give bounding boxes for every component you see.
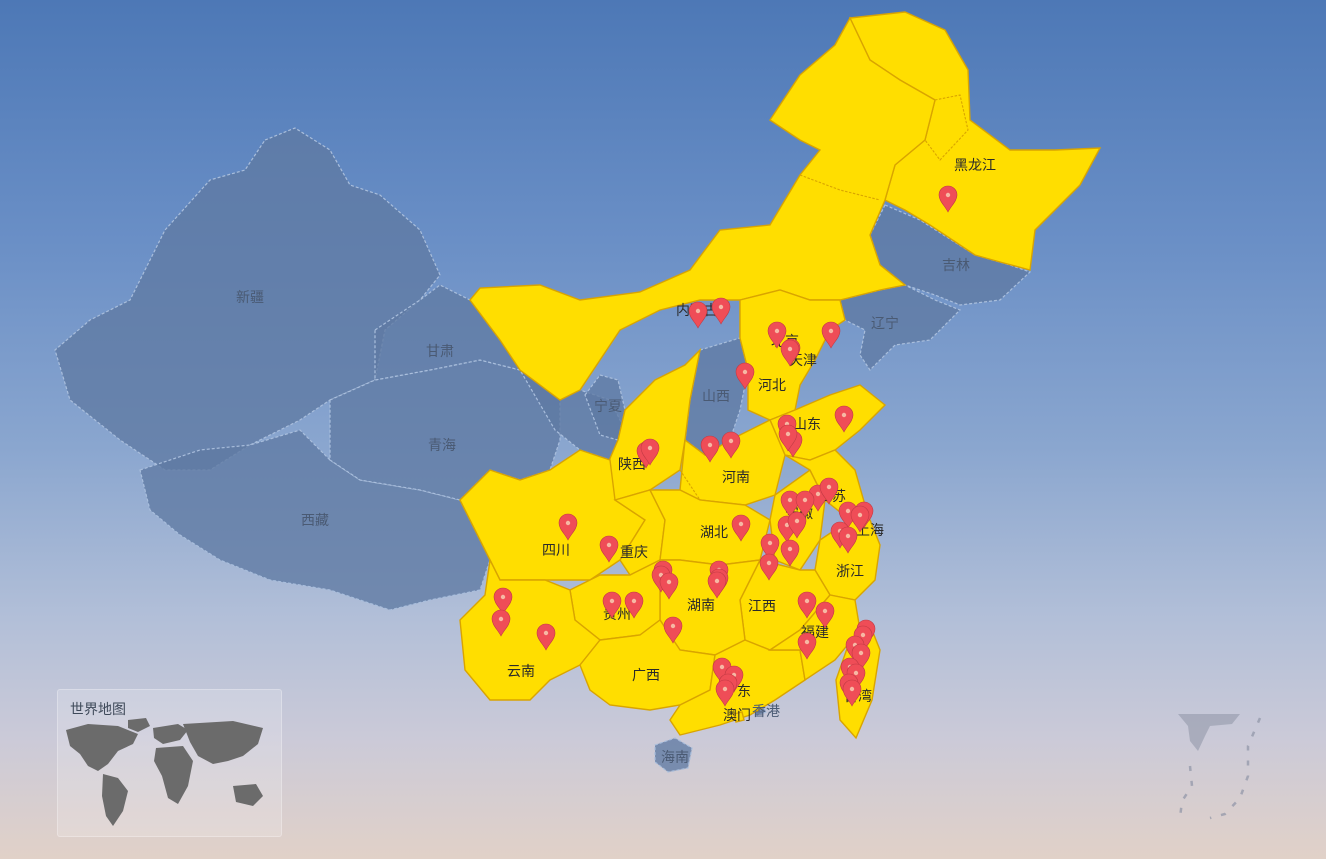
map-pin-icon[interactable] [536,623,556,651]
label-shandong: 山东 [793,417,821,433]
map-pin-icon[interactable] [624,591,644,619]
map-pin-icon[interactable] [715,679,735,707]
province-macau[interactable] [733,711,745,723]
label-sichuan: 四川 [542,543,570,559]
map-pin-icon[interactable] [640,438,660,466]
label-gansu: 甘肃 [426,344,454,360]
map-pin-icon[interactable] [778,424,798,452]
label-hainan: 海南 [661,750,689,766]
map-pin-icon[interactable] [850,505,870,533]
label-liaoning: 辽宁 [871,315,899,332]
label-hunan: 湖南 [687,598,715,614]
australia-shape [233,784,263,806]
world-map-thumbnail[interactable] [58,716,281,834]
marker-layer [491,185,958,707]
label-xinjiang: 新疆 [236,290,264,306]
map-pin-icon[interactable] [659,572,679,600]
label-heilongjiang: 黑龙江 [954,158,996,174]
asia-shape [183,721,263,764]
label-yunnan: 云南 [507,664,535,680]
map-pin-icon[interactable] [491,609,511,637]
south-america-shape [102,774,128,826]
map-pin-icon[interactable] [760,533,780,561]
province-tibet[interactable] [139,429,491,611]
south-china-sea-inset [1178,714,1262,820]
label-macau: 澳门 [723,708,751,724]
map-pin-icon[interactable] [780,339,800,367]
map-pin-icon[interactable] [842,679,862,707]
map-pin-icon[interactable] [711,297,731,325]
map-pin-icon[interactable] [735,362,755,390]
map-pin-icon[interactable] [797,632,817,660]
label-guangxi: 广西 [632,668,660,684]
sea-inset-land [1178,714,1240,751]
europe-shape [153,724,188,744]
map-pin-icon[interactable] [558,513,578,541]
label-hebei: 河北 [758,378,786,394]
map-pin-icon[interactable] [767,321,787,349]
world-map-panel[interactable]: 世界地图 [57,689,282,837]
map-pin-icon[interactable] [787,511,807,539]
highlighted-provinces [459,11,1102,740]
map-pin-icon[interactable] [821,321,841,349]
label-ningxia: 宁夏 [594,398,622,415]
map-pin-icon[interactable] [663,616,683,644]
map-pin-icon[interactable] [599,535,619,563]
greenland-shape [128,718,150,732]
map-pin-icon[interactable] [602,591,622,619]
map-pin-icon[interactable] [721,431,741,459]
label-shanxi: 山西 [702,389,730,405]
province-border-lines [679,94,969,501]
map-pin-icon[interactable] [688,301,708,329]
map-pin-icon[interactable] [938,185,958,213]
label-henan: 河南 [722,470,750,486]
label-shaanxi: 陕西 [618,457,646,473]
province-neimenggu[interactable] [469,16,936,401]
africa-shape [154,746,193,804]
map-pin-icon[interactable] [493,587,513,615]
label-jilin: 吉林 [942,258,970,274]
north-america-shape [66,724,138,771]
map-pin-icon[interactable] [819,477,839,505]
label-hongkong: 香港 [752,704,780,720]
label-qinghai: 青海 [428,438,456,454]
sea-inset-dash-line [1178,717,1262,820]
world-map-title: 世界地图 [70,702,126,718]
map-pin-icon[interactable] [700,435,720,463]
map-pin-icon[interactable] [795,490,815,518]
map-pin-icon[interactable] [797,591,817,619]
label-tibet: 西藏 [301,513,329,529]
map-pin-icon[interactable] [780,539,800,567]
map-pin-icon[interactable] [780,490,800,518]
map-pin-icon[interactable] [838,526,858,554]
map-pin-icon[interactable] [759,553,779,581]
label-jiangxi: 江西 [748,599,776,615]
map-pin-icon[interactable] [731,514,751,542]
province-ningxia[interactable] [584,374,626,441]
map-pin-icon[interactable] [815,601,835,629]
label-chongqing: 重庆 [620,545,648,561]
province-gansu[interactable] [374,284,631,461]
map-pin-icon[interactable] [834,405,854,433]
label-zhejiang: 浙江 [836,564,864,580]
province-hainan[interactable] [654,737,693,773]
map-pin-icon[interactable] [707,571,727,599]
province-xinjiang[interactable] [54,127,441,471]
label-hubei: 湖北 [700,525,728,541]
